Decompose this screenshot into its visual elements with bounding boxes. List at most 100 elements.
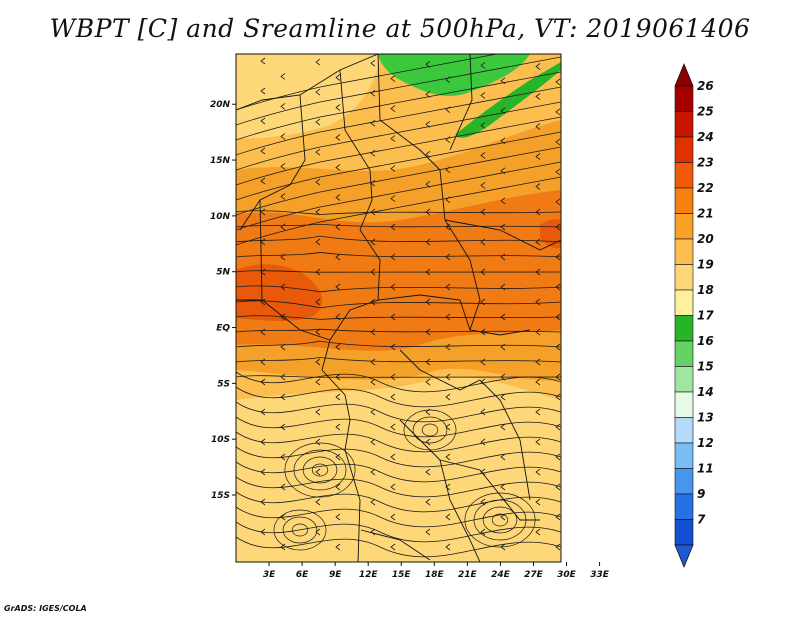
streamline-arrow — [260, 177, 266, 185]
streamline-arrow — [315, 438, 321, 446]
colorbar-label: 9 — [697, 487, 705, 501]
streamline-arrow — [480, 182, 486, 189]
streamline-arrow — [370, 149, 376, 157]
streamline-arrow — [480, 298, 486, 306]
streamline-arrow — [370, 528, 376, 536]
streamline-arrow — [280, 423, 286, 431]
streamline-arrow — [445, 223, 451, 231]
colorbar-segment — [674, 187, 694, 214]
colorbar-label: 26 — [697, 79, 714, 93]
streamline-arrow — [280, 73, 286, 80]
streamline — [293, 449, 347, 491]
streamline-arrow — [535, 328, 541, 336]
streamline-arrow — [390, 253, 396, 261]
streamline-arrow — [425, 358, 431, 366]
streamline-arrow — [535, 238, 541, 246]
streamline-arrow — [555, 168, 561, 176]
streamline-arrow — [335, 283, 341, 291]
streamline-arrow — [335, 223, 341, 231]
streamline-arrow — [315, 408, 321, 416]
colorbar-bottom-arrow — [674, 544, 694, 569]
streamline-arrow — [370, 468, 376, 476]
streamline-arrow — [315, 268, 321, 276]
streamline-arrow — [280, 283, 286, 291]
streamline — [282, 516, 318, 544]
streamline-arrow — [390, 165, 396, 172]
streamline-arrow — [260, 117, 266, 125]
streamline-arrow — [500, 343, 506, 351]
streamline-arrow — [280, 453, 286, 461]
streamline-arrow — [445, 543, 451, 551]
country-borders — [236, 54, 561, 562]
streamline-arrow — [260, 498, 266, 506]
colorbar-segment — [674, 315, 694, 342]
colorbar-top-arrow — [674, 62, 694, 87]
streamline-arrow — [390, 105, 396, 112]
streamline-arrow — [425, 238, 431, 246]
streamline-arrow — [535, 498, 541, 506]
colorbar-segment — [674, 264, 694, 291]
streamline-arrow — [260, 208, 266, 216]
streamline-arrow — [390, 343, 396, 351]
streamline-arrow — [425, 208, 431, 216]
streamline — [236, 375, 561, 378]
streamline-arrow — [555, 223, 561, 231]
streamline-arrow — [500, 423, 506, 431]
streamline-arrow — [335, 453, 341, 461]
colorbar-label: 15 — [697, 360, 714, 374]
border-line — [439, 459, 540, 521]
streamline-arrow — [260, 408, 266, 416]
streamline-arrow — [500, 483, 506, 491]
streamline-arrow — [500, 197, 506, 205]
streamline-arrow — [425, 180, 431, 188]
colorbar-label: 14 — [697, 385, 714, 399]
streamline-arrow — [315, 88, 321, 96]
streamline-arrow — [280, 313, 286, 321]
streamline-arrow — [425, 150, 431, 158]
streamline — [236, 491, 561, 513]
streamline — [421, 423, 439, 437]
streamline-arrow — [500, 313, 506, 321]
streamline-arrow — [370, 328, 376, 336]
streamline-arrow — [425, 120, 431, 128]
grads-credit: GrADS: IGES/COLA — [4, 604, 87, 613]
streamline-arrow — [280, 133, 286, 140]
streamline-arrow — [260, 328, 266, 336]
streamline — [236, 476, 561, 498]
lat-tick-label: 15N — [210, 156, 231, 166]
lon-tick-label: 15E — [392, 570, 412, 580]
streamline — [236, 521, 561, 543]
streamline-arrow — [315, 118, 321, 126]
streamline-arrow — [425, 298, 431, 306]
streamline — [236, 54, 499, 111]
streamline — [236, 131, 561, 201]
streamline-arrow — [370, 238, 376, 246]
lon-tick-label: 18E — [425, 570, 445, 580]
colorbar-segment — [674, 162, 694, 189]
streamline-arrow — [480, 208, 486, 216]
streamline-arrow — [445, 343, 451, 351]
lon-tick-label: 9E — [329, 570, 342, 580]
streamline-arrow — [390, 283, 396, 291]
lat-tick-label: EQ — [216, 324, 230, 334]
streamline-arrow — [390, 393, 396, 401]
colorbar-segment — [674, 136, 694, 163]
colorbar-segment — [674, 417, 694, 444]
streamline — [236, 285, 561, 293]
streamline — [236, 401, 561, 423]
streamline-arrow — [480, 238, 486, 246]
streamline-arrow — [335, 104, 341, 111]
streamline-arrow — [390, 543, 396, 551]
streamline-arrow — [445, 136, 451, 144]
streamline — [236, 315, 561, 320]
streamline-arrow — [480, 122, 486, 129]
streamline-arrow — [445, 166, 451, 174]
latitude-axis: 20N 15N 10N 5N EQ 5S 10S 15S — [210, 100, 236, 501]
streamline-arrow — [280, 483, 286, 491]
streamline-arrow — [370, 358, 376, 366]
colorbar-label: 22 — [697, 181, 714, 195]
streamline-arrow — [260, 378, 266, 386]
streamline-arrow — [335, 313, 341, 321]
streamline-arrow — [445, 453, 451, 461]
streamline-arrow — [555, 423, 561, 431]
